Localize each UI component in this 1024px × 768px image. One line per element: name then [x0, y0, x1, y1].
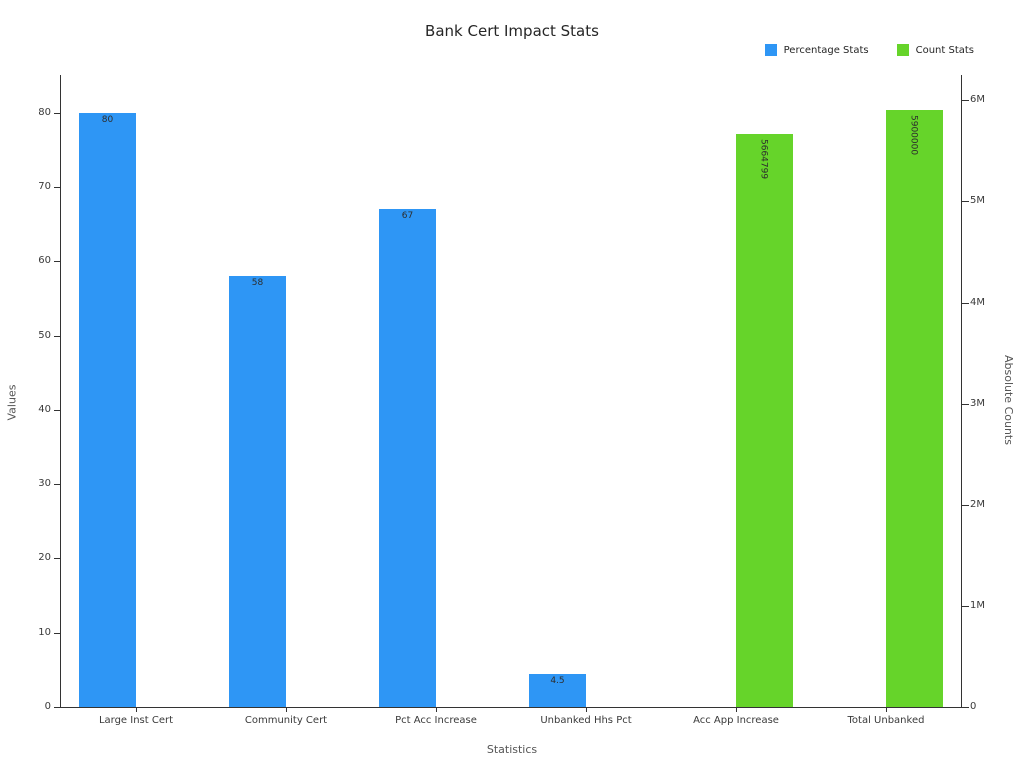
- legend-label-percentage: Percentage Stats: [783, 44, 869, 56]
- right-y-tick-label: 6M: [970, 94, 985, 106]
- left-y-tick-label: 30: [38, 478, 51, 490]
- left-y-tick-mark: [54, 484, 61, 486]
- x-tick-label: Acc App Increase: [693, 715, 779, 726]
- legend-swatch-percentage-icon: [764, 44, 777, 56]
- left-y-tick-label: 10: [38, 626, 51, 638]
- bar-value-label: 80: [101, 114, 114, 125]
- legend-item-percentage-stats: Percentage Stats: [764, 44, 869, 56]
- bar: [886, 110, 943, 707]
- left-y-tick-label: 80: [38, 106, 51, 118]
- left-y-tick-label: 50: [38, 329, 51, 341]
- x-tick-label: Pct Acc Increase: [395, 715, 477, 726]
- left-y-tick-label: 60: [38, 255, 51, 267]
- bar: [736, 134, 793, 707]
- right-y-tick-label: 2M: [970, 498, 985, 510]
- right-y-tick-mark: [962, 201, 969, 203]
- legend-item-count-stats: Count Stats: [896, 44, 974, 56]
- left-y-tick-label: 70: [38, 181, 51, 193]
- left-y-tick-mark: [54, 707, 61, 708]
- x-tick-label: Unbanked Hhs Pct: [540, 715, 632, 726]
- left-y-tick-mark: [54, 558, 61, 560]
- right-axis-title: Absolute Counts: [1002, 355, 1015, 445]
- x-tick-label: Total Unbanked: [847, 715, 925, 726]
- left-y-tick-label: 40: [38, 403, 51, 415]
- bar-value-label: 67: [401, 211, 414, 222]
- x-tick-label: Large Inst Cert: [98, 715, 174, 726]
- right-y-tick-mark: [962, 605, 969, 607]
- legend-label-count: Count Stats: [915, 44, 974, 56]
- x-tick-mark: [436, 707, 437, 712]
- right-y-tick-mark: [962, 504, 969, 506]
- legend-swatch-count-icon: [896, 44, 909, 56]
- left-y-tick-label: 20: [38, 552, 51, 564]
- bar: [229, 276, 286, 707]
- right-y-tick-label: 4M: [970, 296, 985, 308]
- left-y-tick-mark: [54, 187, 61, 189]
- left-y-tick-mark: [54, 261, 61, 263]
- right-y-tick-mark: [962, 707, 969, 708]
- x-axis-title: Statistics: [486, 743, 538, 756]
- bar-value-label: 4.5: [550, 675, 565, 686]
- right-y-tick-label: 3M: [970, 397, 985, 409]
- legend: Percentage Stats Count Stats: [764, 44, 974, 56]
- left-y-tick-mark: [54, 409, 61, 411]
- chart-title: Bank Cert Impact Stats: [425, 22, 599, 40]
- bar-value-label: 5900000: [908, 115, 919, 156]
- right-y-tick-mark: [962, 302, 969, 304]
- bar: [79, 112, 136, 707]
- bar: [529, 673, 586, 707]
- x-tick-label: Community Cert: [244, 715, 328, 726]
- left-y-tick-mark: [54, 632, 61, 634]
- x-tick-mark: [736, 707, 737, 712]
- left-y-tick-mark: [54, 112, 61, 114]
- bar: [379, 209, 436, 707]
- x-tick-mark: [136, 707, 137, 712]
- right-y-tick-mark: [962, 403, 969, 405]
- bar-value-label: 5664799: [758, 139, 769, 180]
- right-y-tick-label: 0: [970, 701, 977, 712]
- x-tick-mark: [886, 707, 887, 712]
- right-y-tick-label: 5M: [970, 195, 985, 207]
- x-tick-mark: [586, 707, 587, 712]
- left-y-tick-mark: [54, 335, 61, 337]
- x-tick-mark: [286, 707, 287, 712]
- left-y-tick-label: 0: [44, 701, 51, 712]
- right-y-tick-mark: [962, 100, 969, 102]
- right-y-tick-label: 1M: [970, 599, 985, 611]
- bar-value-label: 58: [251, 278, 264, 289]
- plot-area: 0 10 20 30 40 50 60 70 80 0 1M 2M 3M 4M 5M 6M Large Inst…: [38, 75, 985, 726]
